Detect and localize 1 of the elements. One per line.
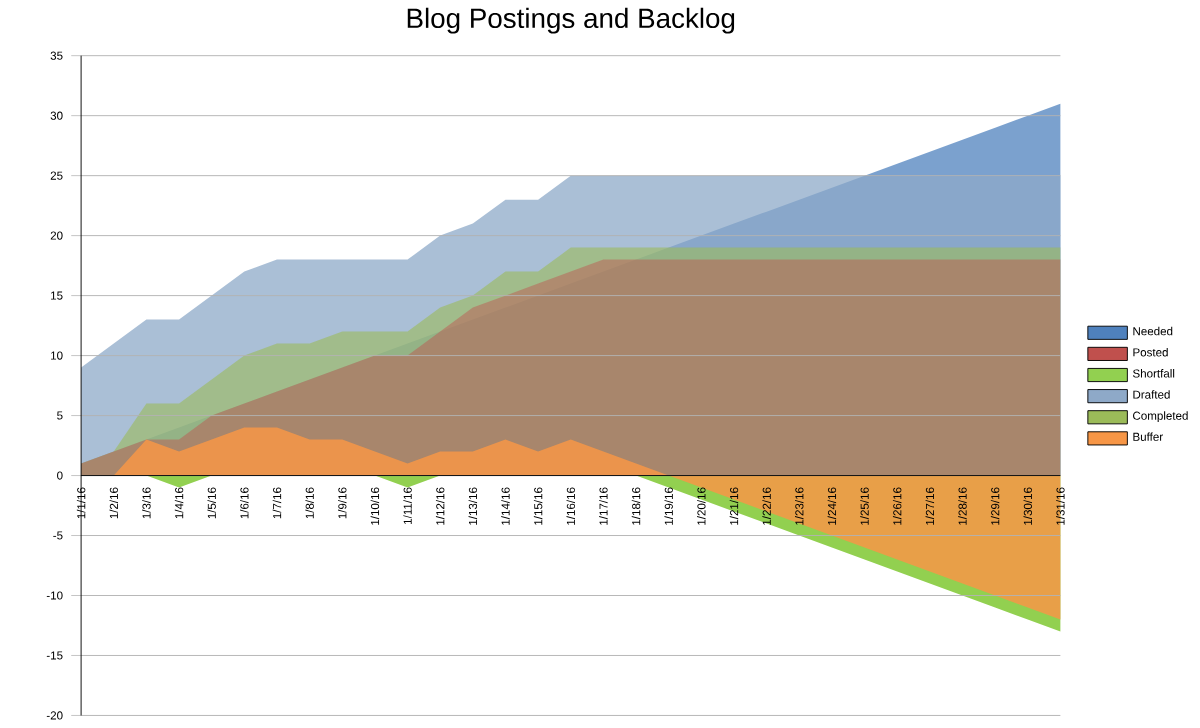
chart-title: Blog Postings and Backlog <box>407 8 735 34</box>
